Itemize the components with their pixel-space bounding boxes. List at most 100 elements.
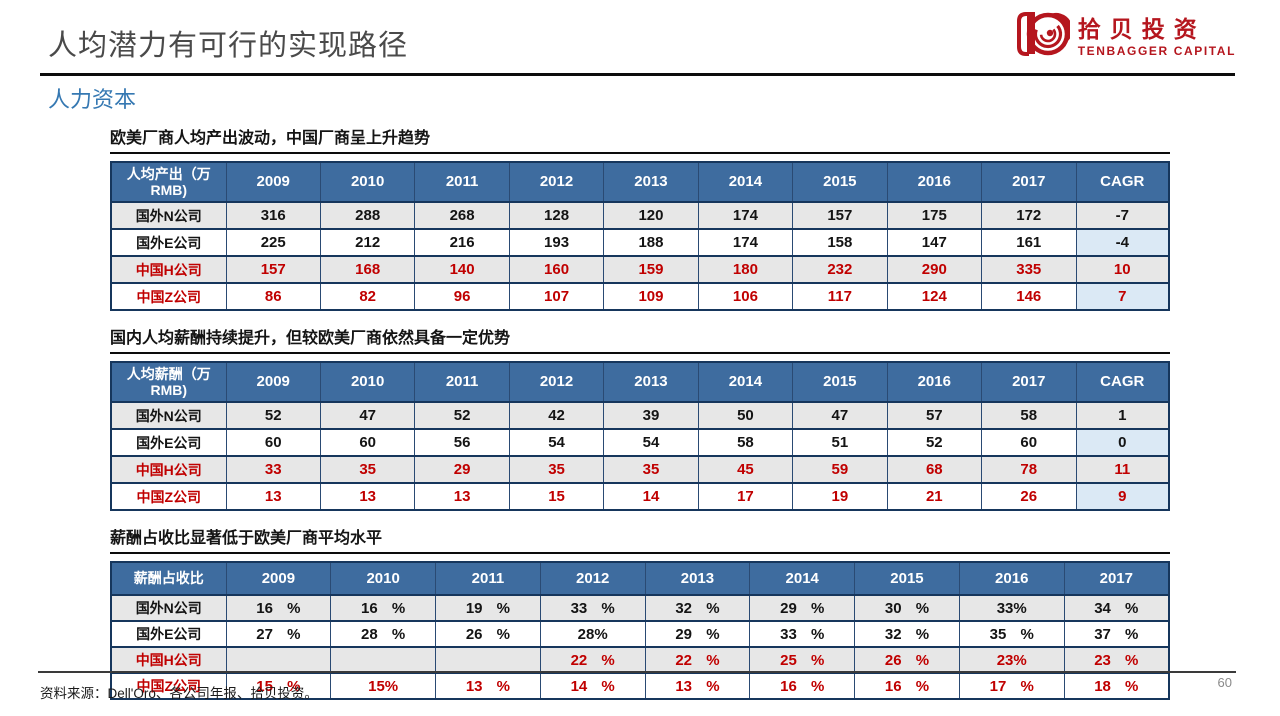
table-cell: 33 % <box>539 594 646 622</box>
table-cell: 26 <box>981 482 1077 511</box>
table-per-capita-salary: 人均薪酬（万 RMB) 2009 2010 2011 2012 2013 2014 2015 2… <box>110 361 1170 511</box>
table-cell: 1 <box>1075 401 1170 430</box>
table-cell: 17 <box>697 482 794 511</box>
table-row: 中国H公司 33 35 29 35 35 45 59 68 78 11 <box>110 455 1170 484</box>
row-label: 中国Z公司 <box>110 482 227 511</box>
table-cell: 14 <box>603 482 699 511</box>
table-cell: 58 <box>981 401 1077 430</box>
table-cell: 174 <box>697 201 794 230</box>
table-cell: 39 <box>603 401 699 430</box>
row-label: 国外N公司 <box>110 201 227 230</box>
table-cell: 109 <box>603 282 699 311</box>
table-cell: 157 <box>792 201 888 230</box>
table-cell: 60 <box>225 428 321 457</box>
table-cell: 22 % <box>644 646 751 674</box>
table-cell: 19 <box>792 482 888 511</box>
column-header: 2016 <box>958 561 1065 596</box>
table-cell: 37 % <box>1063 620 1170 648</box>
tenbagger-logo-text: 拾贝投资 TENBAGGER CAPITAL <box>1077 16 1236 58</box>
column-header: 2013 <box>603 361 699 403</box>
table-caption-salary: 国内人均薪酬持续提升，但较欧美厂商依然具备一定优势 <box>110 324 1170 354</box>
column-header: 2016 <box>886 361 983 403</box>
table-cell: 120 <box>603 201 699 230</box>
table-cell: 193 <box>508 228 605 257</box>
table-cell: 13 <box>225 482 321 511</box>
table-cell: 86 <box>225 282 321 311</box>
column-header: 2016 <box>886 161 983 203</box>
table-cell: 168 <box>319 255 416 284</box>
row-label: 中国H公司 <box>110 646 227 674</box>
corner-header: 人均薪酬（万 RMB) <box>110 361 227 403</box>
tenbagger-logo: 拾贝投资 TENBAGGER CAPITAL <box>1014 9 1236 66</box>
table-row: 国外N公司 316 288 268 128 120 174 157 175 172 -7 <box>110 201 1170 230</box>
row-label: 国外E公司 <box>110 228 227 257</box>
table-cell: 35 <box>319 455 416 484</box>
table-cell: 27 % <box>225 620 332 648</box>
table-cell: 212 <box>319 228 416 257</box>
table-cell: 172 <box>981 201 1077 230</box>
table-cell: 29 % <box>749 594 856 622</box>
table-cell: 15 % <box>225 672 332 700</box>
table-cell: 59 <box>792 455 888 484</box>
table-row: 中国H公司 157 168 140 160 159 180 232 290 335 10 <box>110 255 1170 284</box>
table-cell: 60 <box>981 428 1077 457</box>
table-cell: 147 <box>886 228 983 257</box>
table-cell: 107 <box>508 282 605 311</box>
section-title: 人力资本 <box>48 87 137 112</box>
table-cell: 7 <box>1075 282 1170 311</box>
table-cell: -7 <box>1075 201 1170 230</box>
table-cell: 58 <box>697 428 794 457</box>
table-cell: 22 % <box>539 646 646 674</box>
table-caption-salary-ratio: 薪酬占收比显著低于欧美厂商平均水平 <box>110 524 1170 554</box>
table-cell <box>330 646 437 674</box>
table-cell: 15% <box>330 672 437 700</box>
logo-name-en: TENBAGGER CAPITAL <box>1077 44 1236 58</box>
table-cell: 50 <box>697 401 794 430</box>
table-cell <box>435 646 541 674</box>
table-row: 国外E公司 225 212 216 193 188 174 158 147 161 -4 <box>110 228 1170 257</box>
table-cell: 268 <box>414 201 510 230</box>
table-cell: 45 <box>697 455 794 484</box>
column-header: 2009 <box>225 561 332 596</box>
table-cell: 26 % <box>435 620 541 648</box>
table-cell: 78 <box>981 455 1077 484</box>
table-cell: 128 <box>508 201 605 230</box>
column-header: 2012 <box>539 561 646 596</box>
column-header: 2015 <box>792 161 888 203</box>
table-cell: 175 <box>886 201 983 230</box>
table-cell: -4 <box>1075 228 1170 257</box>
table-row: 国外N公司 16 % 16 % 19 % 33 % 32 % 29 % 30 % 33% 34 % <box>110 594 1170 622</box>
table-cell: 188 <box>603 228 699 257</box>
table-cell: 33% <box>958 594 1065 622</box>
content-area: 欧美厂商人均产出波动，中国厂商呈上升趋势 人均产出（万 RMB) 2009 2010… <box>110 124 1170 713</box>
table-salary-revenue-ratio: 薪酬占收比 2009 2010 2011 2012 2013 2014 2015 2016 201… <box>110 561 1170 700</box>
table-cell: 13 <box>319 482 416 511</box>
table-cell: 288 <box>319 201 416 230</box>
table-cell: 26 % <box>854 646 960 674</box>
column-header: 2017 <box>981 161 1077 203</box>
table-cell: 10 <box>1075 255 1170 284</box>
table-cell: 216 <box>414 228 510 257</box>
page-number: 60 <box>1217 675 1232 690</box>
table-cell: 18 % <box>1063 672 1170 700</box>
table-cell: 0 <box>1075 428 1170 457</box>
column-header: 2009 <box>225 361 321 403</box>
table-cell: 54 <box>508 428 605 457</box>
table-cell: 68 <box>886 455 983 484</box>
column-header: 2014 <box>697 361 794 403</box>
table-cell: 146 <box>981 282 1077 311</box>
row-label: 中国Z公司 <box>110 672 227 700</box>
logo-name-cn: 拾贝投资 <box>1077 16 1206 42</box>
table-cell: 96 <box>414 282 510 311</box>
table-cell: 157 <box>225 255 321 284</box>
table-row: 国外E公司 27 % 28 % 26 % 28% 29 % 33 % 32 % 35 % 37 % <box>110 620 1170 648</box>
table-cell: 16 % <box>225 594 332 622</box>
column-header: CAGR <box>1075 161 1170 203</box>
column-header: 2015 <box>854 561 960 596</box>
tenbagger-logo-icon <box>1014 9 1073 66</box>
column-header: 2010 <box>319 161 416 203</box>
table-cell: 30 % <box>854 594 960 622</box>
table-per-capita-output: 人均产出（万 RMB) 2009 2010 2011 2012 2013 2014 2015 2… <box>110 161 1170 311</box>
title-divider <box>40 73 1235 76</box>
column-header: 2010 <box>330 561 437 596</box>
